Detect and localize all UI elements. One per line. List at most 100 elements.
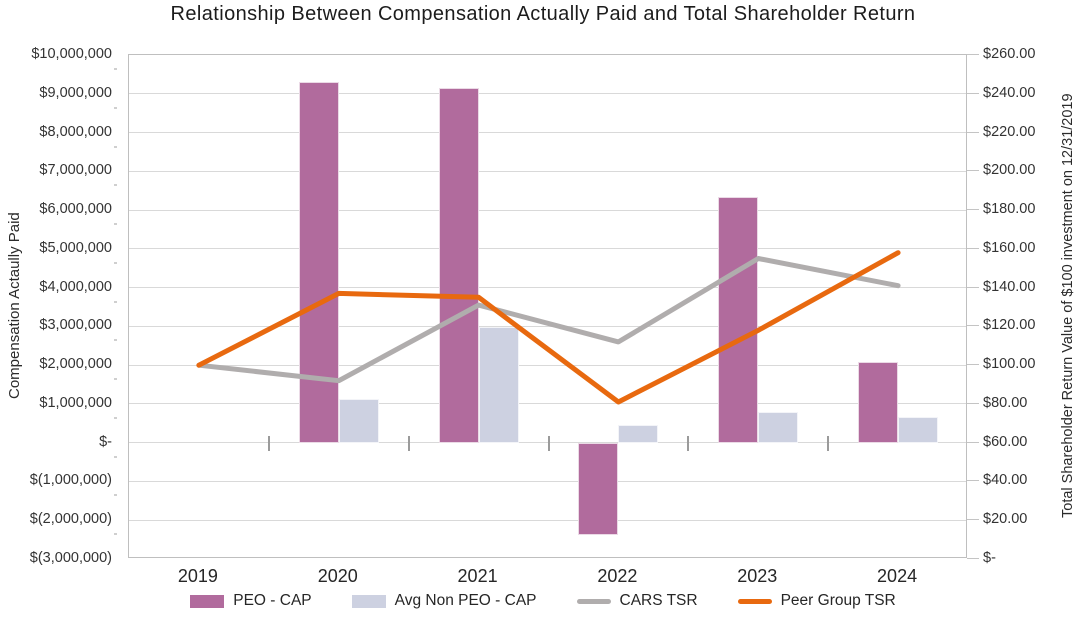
- right-axis-tick-label: $160.00: [983, 239, 1036, 256]
- left-axis-minor-tick: [114, 378, 117, 381]
- bar-peo-cap-2023: [718, 197, 759, 443]
- bar-avg-non-peo-cap-2022: [618, 425, 659, 443]
- legend-swatch-peo-cap: [190, 594, 225, 608]
- left-axis-tick-label: $4,000,000: [39, 278, 112, 295]
- x-axis-tick-label: 2019: [177, 566, 218, 586]
- x-axis-tick-label: 2023: [737, 566, 778, 586]
- gridline: [129, 480, 966, 482]
- left-axis-tick-label: $1,000,000: [39, 394, 112, 411]
- left-axis-tick-label: $7,000,000: [39, 162, 112, 179]
- left-axis-tick-label: $6,000,000: [39, 201, 112, 218]
- gridline: [129, 519, 966, 521]
- line-peer-group-tsr: [196, 250, 901, 405]
- left-axis-minor-tick: [114, 68, 117, 70]
- right-axis-tick: [967, 92, 979, 94]
- left-axis-tick-label: $(2,000,000): [29, 511, 112, 528]
- legend-item-peo-cap: PEO - CAP: [190, 592, 312, 610]
- bar-peo-cap-2021: [438, 87, 479, 443]
- tsr-lines-svg: [196, 250, 901, 405]
- right-axis-tick-label: $80.00: [983, 394, 1028, 411]
- left-axis-minor-tick: [114, 416, 117, 419]
- left-axis-tick-label: $(1,000,000): [29, 472, 112, 489]
- gridline: [129, 364, 966, 366]
- bar-avg-non-peo-cap-2024: [898, 416, 939, 443]
- legend-swatch-avg-non-peo-cap: [351, 594, 386, 608]
- left-axis-tick-label: $3,000,000: [39, 317, 112, 334]
- right-axis-tick: [967, 131, 979, 133]
- gridline: [129, 209, 966, 211]
- left-axis-tick-label: $9,000,000: [39, 84, 112, 101]
- x-axis-tick-label: 2021: [457, 566, 498, 586]
- right-axis-tick: [967, 480, 979, 482]
- x-axis-tick: [827, 435, 830, 451]
- left-axis-minor-tick: [114, 455, 117, 458]
- left-axis-tick-label: $10,000,000: [31, 46, 112, 62]
- legend-label-cars-tsr: CARS TSR: [619, 592, 698, 609]
- x-axis-tick-label: 2020: [317, 566, 358, 586]
- left-axis-minor-tick: [114, 494, 117, 497]
- legend-label-avg-non-peo-cap: Avg Non PEO - CAP: [394, 592, 537, 609]
- left-axis-minor-tick: [114, 300, 117, 303]
- gridline: [129, 93, 966, 95]
- right-axis-tick-label: $-: [983, 550, 996, 566]
- right-axis-tick: [967, 54, 979, 55]
- right-axis-tick-label: $120.00: [983, 317, 1036, 334]
- left-axis-tick-label: $2,000,000: [39, 356, 112, 373]
- bar-avg-non-peo-cap-2020: [338, 399, 379, 443]
- legend-label-peo-cap: PEO - CAP: [233, 592, 312, 609]
- right-axis-tick: [967, 247, 979, 249]
- bar-peo-cap-2022: [578, 442, 619, 536]
- left-axis-minor-tick: [114, 223, 117, 226]
- bar-peo-cap-2024: [858, 362, 899, 443]
- right-axis-tick: [967, 558, 979, 559]
- x-axis-tick: [547, 435, 550, 451]
- right-axis-tick-label: $240.00: [983, 84, 1036, 101]
- left-axis-tick-label: $5,000,000: [39, 239, 112, 256]
- left-axis-minor-tick: [114, 106, 117, 109]
- chart-title: Relationship Between Compensation Actual…: [170, 3, 916, 25]
- x-axis-tick: [687, 435, 690, 451]
- right-axis-tick-label: $200.00: [983, 162, 1036, 179]
- left-axis-tick-label: $(3,000,000): [29, 550, 112, 566]
- legend-label-peer-group-tsr: Peer Group TSR: [780, 592, 896, 609]
- legend-item-peer-group-tsr: Peer Group TSR: [737, 592, 896, 610]
- left-axis-tick-label: $8,000,000: [39, 123, 112, 140]
- right-axis-tick-label: $20.00: [983, 511, 1028, 528]
- gridline: [129, 403, 966, 405]
- legend-item-avg-non-peo-cap: Avg Non PEO - CAP: [351, 592, 537, 610]
- gridline: [129, 325, 966, 327]
- right-axis-tick: [967, 364, 979, 366]
- bar-peo-cap-2020: [298, 81, 339, 443]
- right-axis-tick-label: $220.00: [983, 123, 1036, 140]
- right-axis-tick-label: $100.00: [983, 356, 1036, 373]
- line-cars-tsr: [196, 256, 901, 384]
- left-axis-minor-tick: [114, 145, 117, 148]
- gridline: [129, 170, 966, 172]
- legend-swatch-peer-group-tsr: [737, 598, 772, 604]
- gridline: [129, 132, 966, 134]
- x-axis-tick: [407, 435, 410, 451]
- right-axis-tick-label: $40.00: [983, 472, 1028, 489]
- left-axis-minor-tick: [114, 184, 117, 187]
- right-axis-tick: [967, 170, 979, 172]
- right-axis-tick-label: $140.00: [983, 278, 1036, 295]
- plot-area: [128, 54, 967, 558]
- gridline: [129, 287, 966, 289]
- right-axis-tick: [967, 209, 979, 211]
- legend-swatch-cars-tsr: [576, 598, 611, 604]
- right-axis-tick-label: $180.00: [983, 201, 1036, 218]
- x-axis-tick-label: 2022: [597, 566, 638, 586]
- bar-avg-non-peo-cap-2021: [478, 326, 519, 443]
- x-axis-tick-label: 2024: [877, 566, 918, 586]
- right-axis-tick-label: $260.00: [983, 46, 1036, 62]
- left-axis-minor-tick: [114, 533, 117, 536]
- right-axis-tick: [967, 519, 979, 521]
- left-axis-minor-tick: [114, 339, 117, 342]
- legend-item-cars-tsr: CARS TSR: [576, 592, 698, 610]
- left-axis-minor-tick: [114, 261, 117, 264]
- x-axis-tick: [267, 435, 270, 451]
- gridline: [129, 248, 966, 250]
- left-axis-tick-label: $-: [99, 433, 112, 450]
- right-axis-tick-label: $60.00: [983, 433, 1028, 450]
